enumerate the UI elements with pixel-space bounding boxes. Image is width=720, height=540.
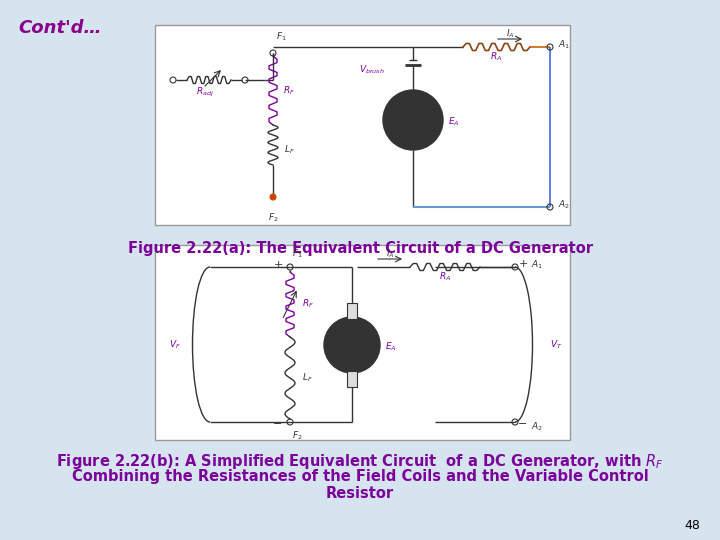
Circle shape [324,317,380,373]
Text: Cont'd…: Cont'd… [18,19,102,37]
Text: $I_A$: $I_A$ [386,248,395,260]
Text: $L_F$: $L_F$ [284,144,294,156]
Text: +: + [347,328,357,341]
Text: $A_1$: $A_1$ [558,39,570,51]
Text: +: + [274,260,283,270]
Text: $E_A$: $E_A$ [385,341,397,353]
Text: $V_T$: $V_T$ [550,338,562,351]
Text: $V_{brush}$: $V_{brush}$ [359,64,385,76]
Text: Combining the Resistances of the Field Coils and the Variable Control: Combining the Resistances of the Field C… [71,469,649,484]
Text: $A_2$: $A_2$ [531,421,543,433]
Circle shape [270,194,276,200]
Text: $R_F$: $R_F$ [302,297,314,310]
Text: Figure 2.22(b): A Simplified Equivalent Circuit  of a DC Generator, with $R_F$: Figure 2.22(b): A Simplified Equivalent … [56,452,664,471]
Text: $A_1$: $A_1$ [531,259,543,271]
Text: $F_2$: $F_2$ [268,211,279,224]
Text: 48: 48 [684,519,700,532]
Text: Resistor: Resistor [326,486,394,501]
Text: +: + [408,104,418,117]
Bar [155,25,570,225]
Text: $R_{adj}$: $R_{adj}$ [196,85,214,98]
Text: $R_A$: $R_A$ [490,51,503,63]
Text: $F_2$: $F_2$ [292,429,302,442]
Text: $I_A$: $I_A$ [505,28,514,40]
Text: +: + [518,259,528,269]
Bar [347,371,357,387]
Text: $F_1$: $F_1$ [292,247,302,260]
Text: Figure 2.22(a): The Equivalent Circuit of a DC Generator: Figure 2.22(a): The Equivalent Circuit o… [127,241,593,256]
Text: $E_A$: $E_A$ [448,116,459,128]
Text: −: − [408,122,418,134]
Text: −: − [274,419,283,429]
Text: $L_F$: $L_F$ [302,372,312,384]
Text: $A_2$: $A_2$ [558,199,570,211]
Text: $F_1$: $F_1$ [276,30,287,43]
Bar [347,303,357,319]
Text: −: − [518,419,528,429]
Text: −: − [347,347,357,360]
Text: $R_A$: $R_A$ [439,271,451,284]
Circle shape [383,90,443,150]
Bar [155,245,570,440]
Text: $V_F$: $V_F$ [169,338,181,351]
Text: $R_F$: $R_F$ [283,84,295,97]
